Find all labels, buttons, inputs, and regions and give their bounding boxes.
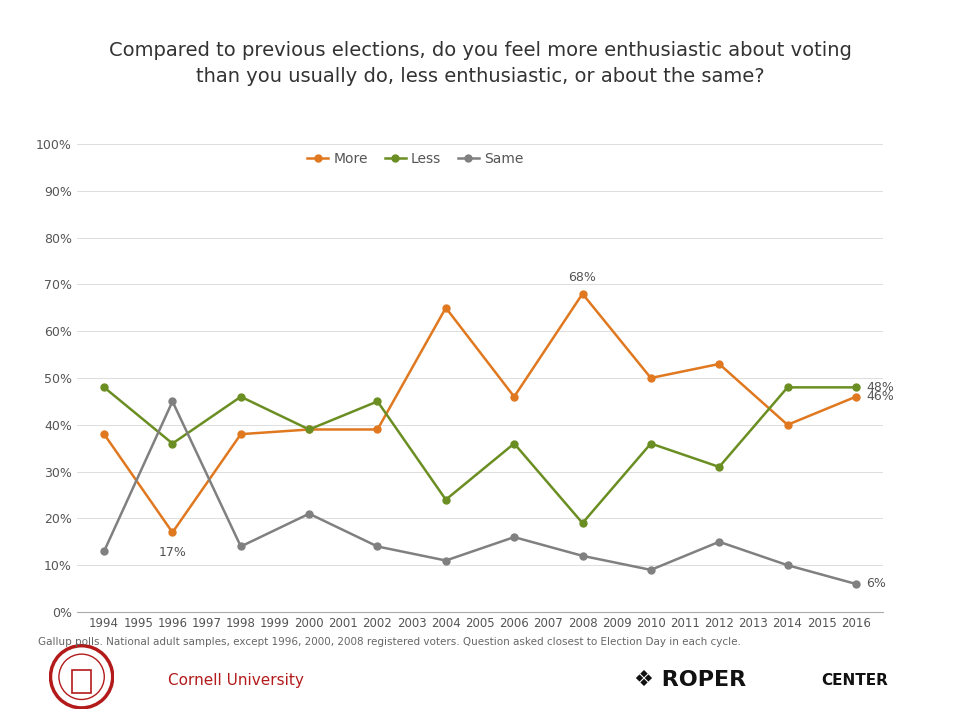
Text: 68%: 68% [568,271,596,284]
Text: 48%: 48% [866,381,894,394]
Legend: More, Less, Same: More, Less, Same [301,146,529,171]
Text: ❖ ROPER: ❖ ROPER [634,670,746,690]
Text: 46%: 46% [866,390,894,403]
Text: Gallup polls. National adult samples, except 1996, 2000, 2008 registered voters.: Gallup polls. National adult samples, ex… [38,637,741,647]
Text: Compared to previous elections, do you feel more enthusiastic about voting
than : Compared to previous elections, do you f… [108,41,852,86]
Text: Cornell University: Cornell University [168,673,304,688]
Text: 17%: 17% [158,546,186,559]
Text: 6%: 6% [866,577,886,590]
Text: CENTER: CENTER [821,673,888,688]
